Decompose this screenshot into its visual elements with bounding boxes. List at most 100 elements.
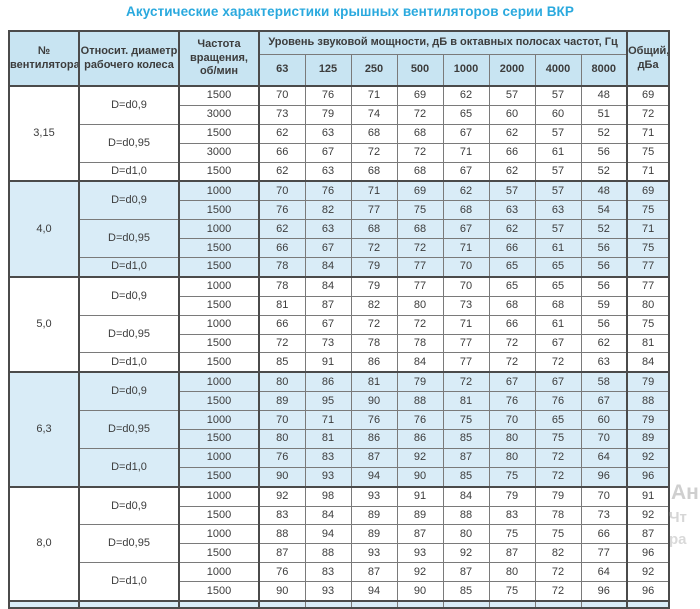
sound-power-level-cell: 89 [396, 505, 444, 526]
sound-power-level-cell: 94 [350, 466, 398, 488]
total-dba-cell: 92 [626, 447, 670, 468]
sound-power-level-cell: 81 [350, 371, 398, 393]
sound-power-level-cell: 73 [304, 333, 352, 354]
sound-power-level-cell: 82 [350, 295, 398, 316]
fan-number-cell: 3,15 [8, 84, 80, 182]
total-dba-cell: 96 [626, 543, 670, 564]
total-dba-cell: 69 [626, 180, 670, 202]
sound-power-level-cell: 65 [534, 257, 582, 278]
sound-power-level-cell: 72 [258, 333, 306, 354]
col-header-freq-1000: 1000 [442, 54, 490, 87]
total-dba-cell: 71 [626, 219, 670, 240]
sound-power-level-cell: 94 [304, 524, 352, 545]
sound-power-level-cell: 77 [442, 333, 490, 354]
sound-power-level-cell: 56 [580, 257, 628, 278]
total-dba-cell: 75 [626, 142, 670, 163]
truncated-next-group-row [8, 600, 670, 609]
sound-power-level-cell: 77 [396, 275, 444, 297]
sound-power-level-cell: 68 [442, 200, 490, 221]
sound-power-level-cell: 78 [534, 505, 582, 526]
rotation-speed-cell: 1000 [178, 485, 260, 507]
sound-power-level-cell: 90 [350, 391, 398, 412]
rotation-speed-cell: 1500 [178, 200, 260, 221]
sound-power-level-cell: 83 [488, 505, 536, 526]
sound-power-level-cell: 85 [442, 466, 490, 488]
impeller-diameter-cell: D=d0,9 [78, 485, 180, 526]
sound-power-level-cell: 66 [258, 142, 306, 163]
sound-power-level-cell: 76 [488, 391, 536, 412]
total-dba-cell: 79 [626, 371, 670, 393]
sound-power-level-cell: 86 [396, 429, 444, 449]
sound-power-level-cell: 80 [258, 429, 306, 449]
rotation-speed-cell: 1500 [178, 333, 260, 354]
sound-power-level-cell: 52 [580, 161, 628, 182]
watermark-fragment: Ан [671, 481, 699, 504]
sound-power-level-cell: 68 [488, 295, 536, 316]
table-row: D=d0,95 1000 66 67 72 72 71 66 61 56 75 [9, 314, 670, 354]
sound-power-level-cell: 70 [442, 257, 490, 278]
rotation-speed-cell: 1500 [178, 581, 260, 602]
table-row: D=d1,0 1500 78 84 79 77 70 65 65 56 77 [9, 257, 670, 278]
sound-power-level-cell: 71 [304, 410, 352, 431]
total-dba-cell: 92 [626, 562, 670, 583]
rotation-speed-cell: 1500 [178, 161, 260, 182]
table-row: 6,3 D=d0,9 1000 80 86 81 79 72 67 67 58 79 [8, 371, 670, 488]
total-dba-cell: 71 [626, 123, 670, 144]
col-header-freq-2000: 2000 [488, 54, 536, 87]
sound-power-level-cell: 82 [304, 200, 352, 221]
sound-power-level-cell: 80 [488, 562, 536, 583]
truncated-cell [178, 600, 260, 609]
table-row: D=d0,95 1000 88 94 89 87 80 75 75 66 87 [9, 524, 670, 564]
sound-power-level-cell: 77 [442, 352, 490, 373]
total-dba-cell: 92 [626, 505, 670, 526]
total-dba-cell: 75 [626, 314, 670, 335]
sound-power-level-cell: 66 [488, 314, 536, 335]
sound-power-level-cell: 65 [534, 410, 582, 431]
sound-power-level-cell: 52 [580, 219, 628, 240]
sound-power-level-cell: 67 [442, 219, 490, 240]
sound-power-level-cell: 86 [350, 352, 398, 373]
sound-power-level-cell: 98 [304, 485, 352, 507]
truncated-cell [442, 600, 490, 609]
watermark-fragment: Чт [669, 509, 687, 526]
sound-power-level-cell: 83 [304, 447, 352, 468]
sound-power-level-cell: 90 [396, 581, 444, 602]
table-row: 1500 80 81 86 86 85 80 75 70 89 [9, 429, 670, 449]
sound-power-level-cell: 63 [580, 352, 628, 373]
truncated-cell [580, 600, 628, 609]
sound-power-level-cell: 56 [580, 142, 628, 163]
rotation-speed-cell: 3000 [178, 104, 260, 125]
sound-power-level-cell: 63 [304, 123, 352, 144]
sound-power-level-cell: 79 [350, 257, 398, 278]
truncated-cell [350, 600, 398, 609]
impeller-diameter-cell: D=d0,9 [78, 84, 180, 125]
sound-power-level-cell: 73 [442, 295, 490, 316]
sound-power-level-cell: 77 [350, 200, 398, 221]
sound-power-level-cell: 69 [396, 84, 444, 106]
sound-power-level-cell: 57 [534, 84, 582, 106]
rotation-speed-cell: 1000 [178, 314, 260, 335]
sound-power-level-cell: 61 [534, 238, 582, 259]
sound-power-level-cell: 76 [258, 562, 306, 583]
sound-power-level-cell: 81 [442, 391, 490, 412]
sound-power-level-cell: 72 [350, 314, 398, 335]
rotation-speed-cell: 1500 [178, 391, 260, 412]
sound-power-level-cell: 62 [580, 333, 628, 354]
sound-power-level-cell: 89 [350, 505, 398, 526]
sound-power-level-cell: 68 [350, 161, 398, 182]
sound-power-level-cell: 65 [534, 275, 582, 297]
sound-power-level-cell: 96 [580, 581, 628, 602]
table-row: D=d1,0 1500 85 91 86 84 77 72 72 63 84 [9, 352, 670, 373]
table-row: 1500 87 88 93 93 92 87 82 77 96 [9, 543, 670, 564]
sound-power-level-cell: 76 [304, 84, 352, 106]
table-row: D=d1,0 1000 76 83 87 92 87 80 72 64 92 [9, 447, 670, 488]
sound-power-level-cell: 65 [488, 275, 536, 297]
sound-power-level-cell: 83 [258, 505, 306, 526]
sound-power-level-cell: 58 [580, 371, 628, 393]
table-row: D=d0,95 1000 70 71 76 76 75 70 65 60 79 [9, 410, 670, 449]
sound-power-level-cell: 56 [580, 275, 628, 297]
sound-power-level-cell: 87 [304, 295, 352, 316]
truncated-cell [534, 600, 582, 609]
rotation-speed-cell: 1000 [178, 275, 260, 297]
sound-power-level-cell: 66 [488, 238, 536, 259]
